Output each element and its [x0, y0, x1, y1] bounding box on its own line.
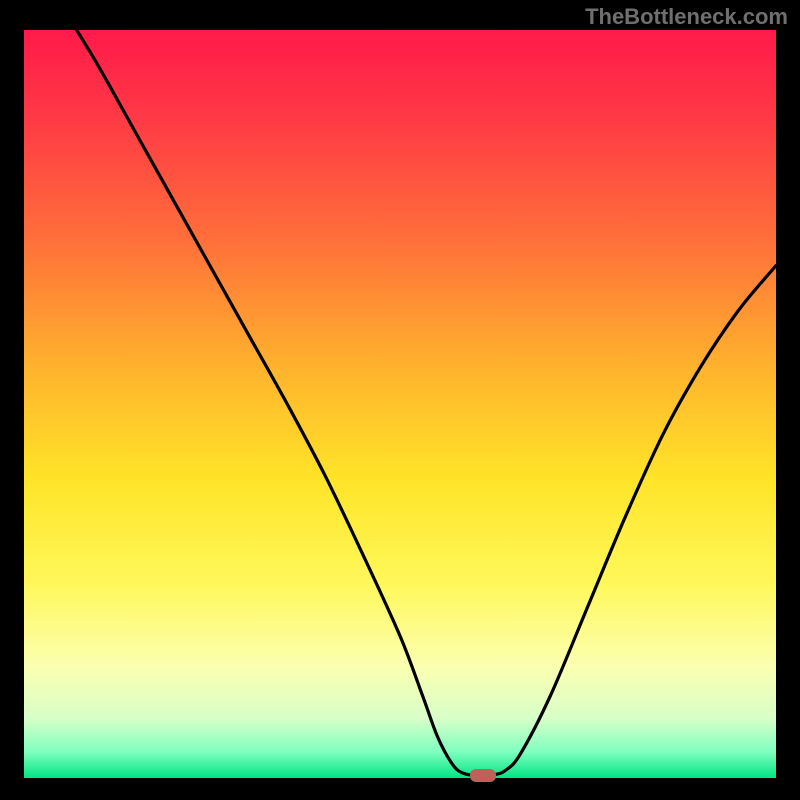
- optimal-marker: [470, 769, 496, 782]
- bottleneck-curve: [24, 30, 776, 778]
- watermark-text: TheBottleneck.com: [585, 4, 788, 30]
- chart-container: TheBottleneck.com: [0, 0, 800, 800]
- plot-area: [24, 30, 776, 778]
